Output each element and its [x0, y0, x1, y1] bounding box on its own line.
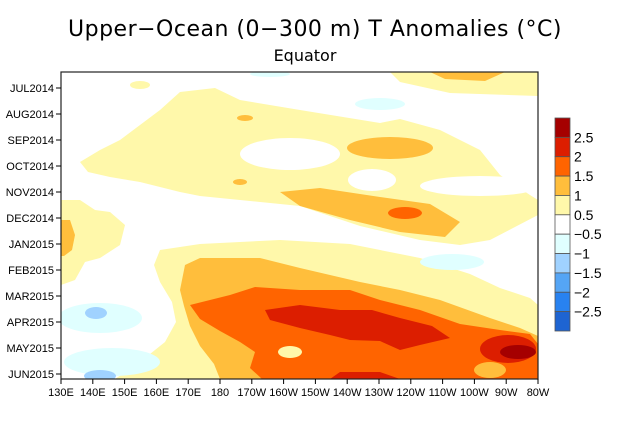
y-tick-label: AUG2014: [6, 109, 54, 121]
x-tick-label: 140E: [80, 387, 106, 399]
y-tick-label: JUN2015: [8, 369, 54, 381]
contour-region: [355, 98, 405, 110]
colorbar-swatch: [554, 136, 571, 158]
y-tick-label: APR2015: [7, 317, 54, 329]
x-tick-label: 110W: [429, 387, 458, 399]
x-axis: 130E 140E 150E 160E 170E 180 170W 160W 150W 140W 1…: [48, 379, 550, 399]
y-tick-label: JUL2014: [10, 83, 54, 95]
contour-region: [61, 220, 75, 256]
colorbar-label: 1: [574, 187, 582, 203]
x-tick-label: 160W: [269, 387, 298, 399]
contour-region: [347, 137, 433, 159]
y-tick-label: NOV2014: [6, 187, 54, 199]
colorbar: 2.5 2 1.5 1 0.5 −0.5 −1 −1.5 −2 −2.5: [554, 117, 602, 332]
colorbar-swatch: [554, 291, 571, 313]
colorbar-label: −1.5: [574, 265, 602, 281]
colorbar-swatch: [554, 195, 571, 216]
chart-subtitle: Equator: [274, 46, 337, 65]
contour-region: [265, 305, 450, 350]
contour-region: [420, 176, 538, 196]
x-tick-label: 100W: [460, 387, 489, 399]
contour-region: [237, 115, 253, 121]
colorbar-label: −2: [574, 284, 590, 300]
contour-region: [348, 169, 396, 191]
contour-region: [420, 254, 484, 270]
colorbar-swatch: [554, 156, 571, 177]
contour-region: [278, 346, 302, 358]
contour-field: [61, 72, 538, 379]
x-tick-label: 160E: [144, 387, 170, 399]
colorbar-swatch: [554, 233, 571, 254]
x-tick-label: 150W: [301, 387, 330, 399]
contour-region: [233, 179, 247, 185]
contour-region: [240, 138, 340, 170]
x-tick-label: 80W: [527, 387, 550, 399]
x-tick-label: 170E: [175, 387, 201, 399]
colorbar-swatch: [554, 253, 571, 274]
contour-region: [330, 372, 400, 379]
contour-region: [430, 72, 505, 81]
x-tick-label: 130W: [365, 387, 394, 399]
colorbar-swatch: [554, 272, 571, 293]
colorbar-swatch: [554, 117, 571, 138]
colorbar-label: 2.5: [574, 129, 594, 145]
x-tick-label: 140W: [333, 387, 362, 399]
colorbar-swatch: [554, 175, 571, 196]
colorbar-label: −0.5: [574, 226, 602, 242]
plot-frame: [60, 71, 539, 380]
y-tick-label: FEB2015: [8, 265, 54, 277]
colorbar-label: −1: [574, 246, 590, 262]
colorbar-label: 1.5: [574, 168, 594, 184]
contour-region: [64, 348, 160, 376]
contour-region: [84, 370, 116, 379]
contour-region: [280, 188, 460, 237]
y-tick-label: JAN2015: [9, 239, 54, 251]
x-tick-label: 130E: [48, 387, 74, 399]
contour-region: [85, 307, 107, 319]
colorbar-swatch: [554, 214, 571, 235]
contour-region: [388, 207, 422, 219]
colorbar-label: −2.5: [574, 304, 602, 320]
contour-region: [250, 72, 290, 77]
x-tick-label: 170W: [237, 387, 266, 399]
contour-region: [390, 72, 538, 96]
y-tick-label: DEC2014: [6, 213, 54, 225]
x-tick-label: 120W: [396, 387, 425, 399]
y-tick-label: MAY2015: [7, 343, 55, 355]
y-axis: JUL2014 AUG2014 SEP2014 OCT2014 NOV2014 DEC20…: [5, 83, 61, 381]
contour-region: [130, 81, 150, 89]
colorbar-swatch: [554, 311, 571, 332]
contour-region: [474, 362, 506, 378]
contour-region: [500, 345, 536, 359]
x-tick-label: 180: [211, 387, 229, 399]
contour-region: [61, 200, 125, 285]
x-tick-label: 90W: [495, 387, 518, 399]
colorbar-label: 2: [574, 149, 582, 165]
x-tick-label: 150E: [112, 387, 138, 399]
y-tick-label: SEP2014: [8, 135, 54, 147]
chart-title: Upper−Ocean (0−300 m) T Anomalies (°C): [68, 17, 562, 42]
colorbar-label: 0.5: [574, 207, 594, 223]
y-tick-label: OCT2014: [6, 161, 54, 173]
y-tick-label: MAR2015: [5, 291, 54, 303]
